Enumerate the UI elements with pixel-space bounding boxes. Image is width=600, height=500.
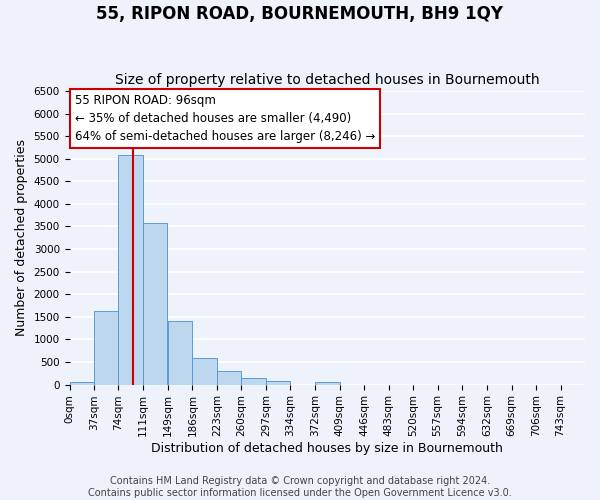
Text: 55, RIPON ROAD, BOURNEMOUTH, BH9 1QY: 55, RIPON ROAD, BOURNEMOUTH, BH9 1QY <box>97 5 503 23</box>
Bar <box>266 381 290 384</box>
X-axis label: Distribution of detached houses by size in Bournemouth: Distribution of detached houses by size … <box>151 442 503 455</box>
Bar <box>193 358 217 384</box>
Bar <box>217 371 241 384</box>
Title: Size of property relative to detached houses in Bournemouth: Size of property relative to detached ho… <box>115 73 539 87</box>
Bar <box>70 382 94 384</box>
Bar <box>118 155 143 384</box>
Bar <box>94 311 118 384</box>
Text: Contains HM Land Registry data © Crown copyright and database right 2024.
Contai: Contains HM Land Registry data © Crown c… <box>88 476 512 498</box>
Bar <box>168 322 193 384</box>
Y-axis label: Number of detached properties: Number of detached properties <box>15 140 28 336</box>
Bar <box>316 382 340 384</box>
Bar <box>143 223 167 384</box>
Text: 55 RIPON ROAD: 96sqm
← 35% of detached houses are smaller (4,490)
64% of semi-de: 55 RIPON ROAD: 96sqm ← 35% of detached h… <box>74 94 375 143</box>
Bar <box>241 378 266 384</box>
